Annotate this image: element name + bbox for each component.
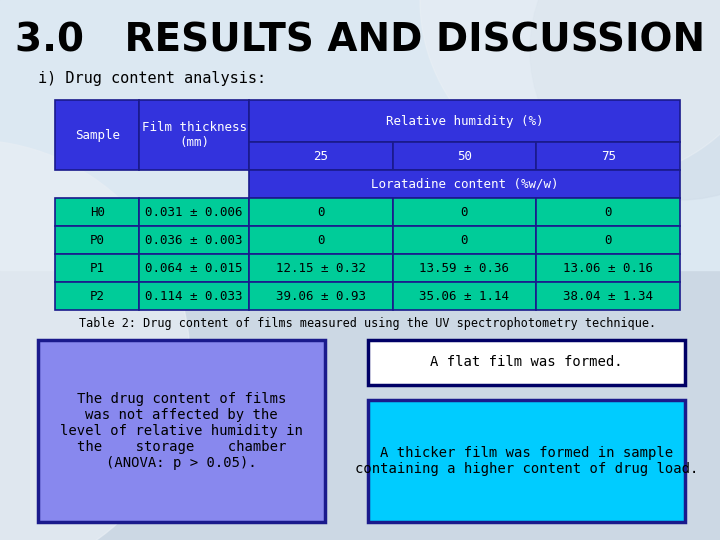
Bar [392,226,536,254]
Bar [248,254,392,282]
Bar [536,142,680,170]
Bar [392,254,536,282]
Text: 0: 0 [604,233,612,246]
Text: 12.15 ± 0.32: 12.15 ± 0.32 [276,261,366,274]
Bar [248,170,680,198]
Text: 0: 0 [604,206,612,219]
Bar [55,198,140,226]
Bar [392,282,536,310]
Bar [55,254,140,282]
Circle shape [420,0,720,180]
Text: 0: 0 [317,233,325,246]
Bar [248,282,392,310]
Bar [392,198,536,226]
Text: The drug content of films
was not affected by the
level of relative humidity in
: The drug content of films was not affect… [60,392,303,470]
Text: P0: P0 [90,233,104,246]
Text: 35.06 ± 1.14: 35.06 ± 1.14 [419,289,509,302]
Text: 0.036 ± 0.003: 0.036 ± 0.003 [145,233,243,246]
Text: P1: P1 [90,261,104,274]
Bar [248,142,392,170]
Text: 3.0   RESULTS AND DISCUSSION: 3.0 RESULTS AND DISCUSSION [15,21,705,59]
Text: Film thickness
(mm): Film thickness (mm) [142,121,246,149]
Text: 25: 25 [313,150,328,163]
Text: A thicker film was formed in sample
containing a higher content of drug load.: A thicker film was formed in sample cont… [355,446,698,476]
Bar [248,100,680,142]
Text: 0: 0 [461,233,468,246]
Circle shape [0,140,190,540]
Bar [536,282,680,310]
Text: 50: 50 [457,150,472,163]
Text: 0.114 ± 0.033: 0.114 ± 0.033 [145,289,243,302]
Text: 0: 0 [317,206,325,219]
Bar [536,198,680,226]
Text: 39.06 ± 0.93: 39.06 ± 0.93 [276,289,366,302]
Circle shape [530,0,720,200]
Text: Relative humidity (%): Relative humidity (%) [386,114,543,127]
Text: 0.031 ± 0.006: 0.031 ± 0.006 [145,206,243,219]
Bar [0,0,720,270]
Text: 75: 75 [600,150,616,163]
Bar [368,400,685,522]
Text: 0.064 ± 0.015: 0.064 ± 0.015 [145,261,243,274]
Bar [140,100,248,170]
Text: 0: 0 [461,206,468,219]
Bar [248,226,392,254]
Bar [140,282,248,310]
Text: 13.59 ± 0.36: 13.59 ± 0.36 [419,261,509,274]
Bar [38,340,325,522]
Bar [55,100,140,170]
Bar [140,226,248,254]
Bar [536,226,680,254]
Bar [368,340,685,385]
Bar [55,226,140,254]
Bar [140,198,248,226]
Bar [392,142,536,170]
Text: H0: H0 [90,206,104,219]
Text: 13.06 ± 0.16: 13.06 ± 0.16 [563,261,653,274]
Bar [55,282,140,310]
Text: i) Drug content analysis:: i) Drug content analysis: [38,71,266,85]
Text: Sample: Sample [75,129,120,141]
Bar [140,254,248,282]
Text: Loratadine content (%w/w): Loratadine content (%w/w) [371,178,558,191]
Bar [536,254,680,282]
Text: A flat film was formed.: A flat film was formed. [430,355,623,369]
Text: 38.04 ± 1.34: 38.04 ± 1.34 [563,289,653,302]
Bar [248,198,392,226]
Text: Table 2: Drug content of films measured using the UV spectrophotometry technique: Table 2: Drug content of films measured … [79,318,656,330]
Text: P2: P2 [90,289,104,302]
